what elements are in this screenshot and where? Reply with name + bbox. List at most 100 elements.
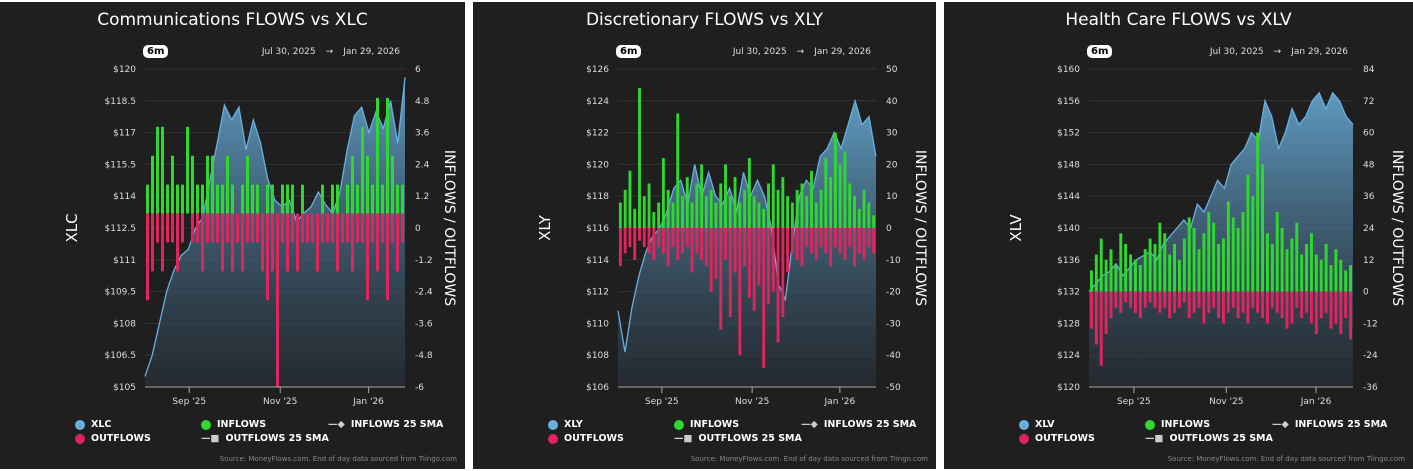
legend-outflows-sma[interactable]: —■ OUTFLOWS 25 SMA [674,433,802,444]
outflow-bar [1339,291,1343,334]
legend-outflows-sma[interactable]: —■ OUTFLOWS 25 SMA [201,433,329,444]
legend-outflows[interactable]: OUTFLOWS [1019,433,1095,444]
outflow-bar [1177,291,1181,308]
date-to[interactable]: Jan 29, 2026 [343,47,400,57]
inflow-bar [1295,222,1299,292]
range-selector[interactable]: 6m [616,45,642,58]
legend-dot-icon [75,433,85,444]
date-to[interactable]: Jan 29, 2026 [814,47,871,57]
outflow-bar [326,213,329,243]
range-selector[interactable]: 6m [1087,45,1113,58]
inflow-bar [795,189,799,228]
inflow-bar [196,184,199,214]
inflow-bar [728,196,732,228]
legend-inflows[interactable]: INFLOWS [674,419,739,430]
inflow-bar [1212,222,1216,292]
y-tick-label: $124 [586,97,609,107]
outflow-bar [371,213,374,243]
inflow-bar [1344,270,1348,292]
y-tick-label: $115.5 [105,160,137,170]
y2-tick-label: 60 [1363,129,1375,139]
y-tick-label: $152 [1057,129,1080,139]
inflow-bar [618,202,622,228]
outflow-bar [767,228,770,305]
outflow-bar [1114,291,1118,308]
inflow-bar [681,196,684,228]
date-range[interactable]: Jul 30, 2025 → Jan 29, 2026 [733,47,871,57]
date-from[interactable]: Jul 30, 2025 [732,47,787,57]
inflow-bar [151,155,154,214]
inflow-bar [146,184,149,214]
outflow-bar [261,213,264,272]
legend-outflows[interactable]: OUTFLOWS [75,433,151,444]
y2-tick-label: 24 [1363,224,1375,234]
date-from[interactable]: Jul 30, 2025 [1209,47,1264,57]
legend-price[interactable]: XLY [548,419,583,430]
legend-inflows[interactable]: INFLOWS [201,419,266,430]
outflow-bar [231,213,234,272]
inflow-bar [786,196,790,228]
y2-axis-label: INFLOWS / OUTFLOWS [1389,150,1405,306]
outflow-bar [781,228,785,318]
date-arrow: → [796,47,805,57]
legend-dot-icon [1145,419,1155,430]
y-tick-label: $118.5 [105,97,137,107]
y2-tick-label: 48 [1363,160,1375,170]
outflow-bar [1217,291,1221,319]
y-tick-label: $108 [113,319,136,329]
price-area [145,77,405,387]
outflow-bar [251,213,254,243]
outflow-bar [700,228,704,260]
date-from[interactable]: Jul 30, 2025 [261,47,316,57]
outflow-bar [704,228,708,267]
inflow-bar [757,202,761,228]
outflow-bar [181,213,184,243]
legend-inflows[interactable]: INFLOWS [1145,419,1210,430]
inflow-bar [246,155,249,214]
inflow-bar [1124,243,1128,292]
inflow-bar [1319,259,1323,292]
y-tick-label: $112 [586,288,609,298]
inflow-bar [657,202,661,228]
inflow-bar [853,196,856,228]
legend-price[interactable]: XLC [75,419,111,430]
outflow-bar [1148,291,1152,303]
date-to[interactable]: Jan 29, 2026 [1291,47,1348,57]
y-tick-label: $117 [113,129,136,139]
outflow-bar [1349,291,1353,340]
legend-inflows-sma[interactable]: —◆ INFLOWS 25 SMA [328,419,443,430]
outflow-bar [1143,291,1147,308]
outflow-bar [681,228,684,254]
y2-tick-label: -20 [886,288,901,298]
date-arrow: → [325,47,334,57]
outflow-bar [1265,291,1269,324]
y-tick-label: $116 [586,224,609,234]
legend-inflows-sma[interactable]: —◆ INFLOWS 25 SMA [1272,419,1387,430]
outflow-bar [1192,291,1196,313]
inflow-bar [771,164,775,228]
inflow-bar [201,184,204,214]
outflow-bar [1104,291,1108,334]
date-range[interactable]: Jul 30, 2025 → Jan 29, 2026 [1210,47,1348,57]
legend-outflows-sma[interactable]: —■ OUTFLOWS 25 SMA [1145,433,1273,444]
outflow-bar [1246,291,1250,324]
inflow-bar [814,202,818,228]
outflow-bar [1158,291,1162,313]
inflow-bar [206,155,209,214]
inflow-bar [386,97,389,214]
y2-axis-label: INFLOWS / OUTFLOWS [912,150,928,306]
y-tick-label: $136 [1057,256,1080,266]
inflow-bar [1094,254,1098,292]
range-selector[interactable]: 6m [143,45,169,58]
legend-outflows[interactable]: OUTFLOWS [548,433,624,444]
legend-inflows-sma[interactable]: —◆ INFLOWS 25 SMA [801,419,916,430]
x-tick-label: Sep '25 [1117,397,1151,407]
inflow-bar [1192,228,1196,292]
legend-price[interactable]: XLV [1019,419,1054,430]
inflow-bar [824,158,828,228]
outflow-bar [316,213,319,272]
date-range[interactable]: Jul 30, 2025 → Jan 29, 2026 [262,47,400,57]
inflow-bar [356,184,359,214]
y-tick-label: $140 [1057,224,1080,234]
y2-tick-label: 0 [1363,288,1369,298]
